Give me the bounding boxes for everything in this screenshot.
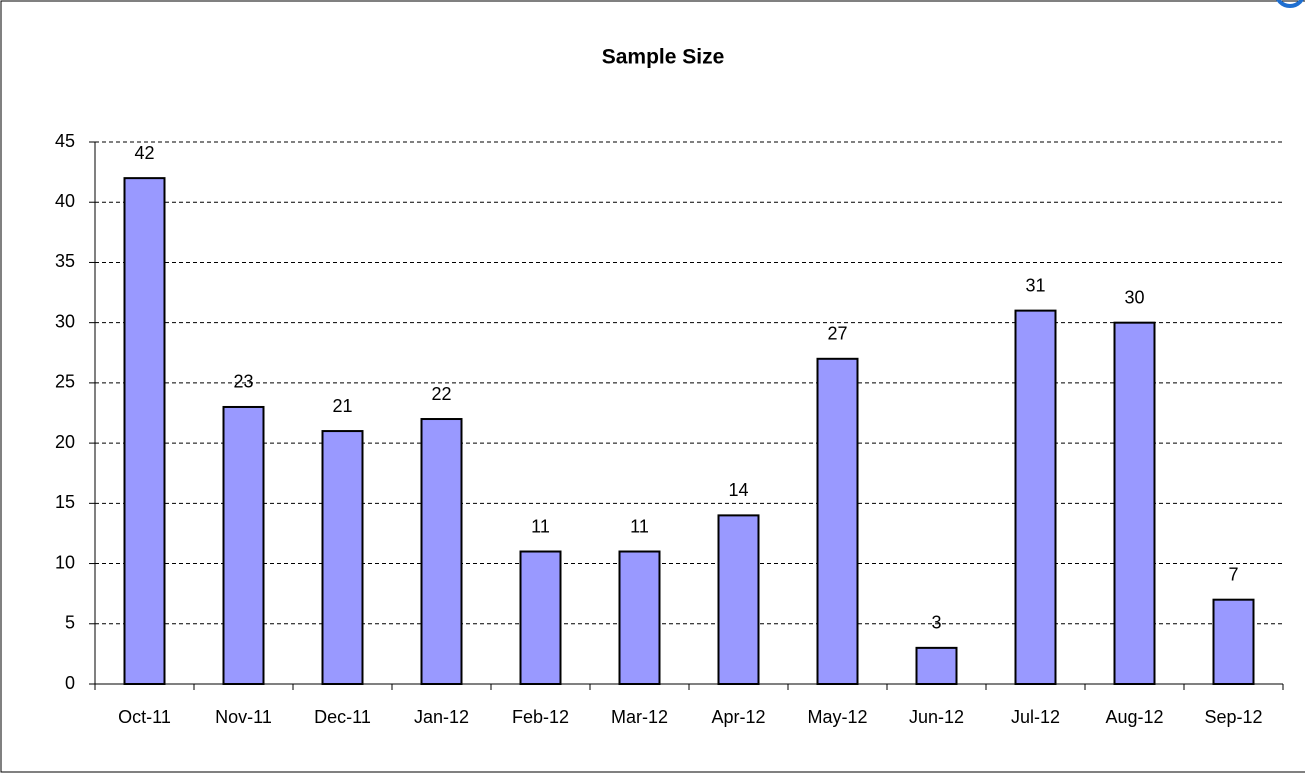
bar (123, 177, 166, 685)
data-label: 30 (1124, 287, 1144, 307)
bar (717, 514, 760, 686)
bar (420, 418, 463, 685)
x-tick-label: Sep-12 (1204, 707, 1262, 727)
y-tick-label: 25 (55, 372, 75, 392)
y-tick-label: 20 (55, 432, 75, 452)
y-tick-label: 15 (55, 492, 75, 512)
x-tick-label: Jan-12 (414, 707, 469, 727)
y-tick-label: 10 (55, 552, 75, 572)
data-label: 22 (431, 384, 451, 404)
x-tick-label: Oct-11 (118, 707, 171, 727)
bar (1212, 598, 1255, 686)
data-label: 31 (1025, 275, 1045, 295)
bar (222, 405, 265, 685)
data-label: 42 (134, 143, 154, 163)
x-tick-label: Feb-12 (512, 707, 569, 727)
bar (915, 646, 958, 685)
y-tick-label: 45 (55, 131, 75, 151)
chart-title: Sample Size (602, 46, 725, 69)
x-tick-label: Nov-11 (215, 707, 272, 727)
y-tick-label: 40 (55, 191, 75, 211)
x-tick-label: Mar-12 (611, 707, 668, 727)
data-label: 3 (931, 613, 941, 633)
bar (519, 550, 562, 685)
data-label: 27 (827, 324, 847, 344)
bar (1014, 309, 1057, 685)
corner-logo (1276, 0, 1304, 8)
data-label: 21 (332, 396, 352, 416)
data-label: 11 (630, 516, 649, 536)
y-tick-label: 5 (65, 613, 75, 633)
data-label: 14 (728, 480, 748, 500)
data-label: 23 (233, 372, 253, 392)
data-label: 7 (1228, 564, 1238, 584)
x-tick-label: May-12 (807, 707, 867, 727)
y-tick-label: 30 (55, 311, 75, 331)
x-tick-label: Dec-11 (314, 707, 371, 727)
bar (321, 430, 364, 686)
x-tick-label: Jul-12 (1011, 707, 1060, 727)
data-label: 11 (531, 516, 550, 536)
bar (1113, 321, 1156, 685)
bar (816, 357, 859, 685)
x-tick-label: Jun-12 (909, 707, 964, 727)
x-tick-label: Aug-12 (1105, 707, 1163, 727)
x-tick-label: Apr-12 (711, 707, 765, 727)
bar (618, 550, 661, 685)
y-tick-label: 35 (55, 251, 75, 271)
y-tick-label: 0 (65, 673, 75, 693)
